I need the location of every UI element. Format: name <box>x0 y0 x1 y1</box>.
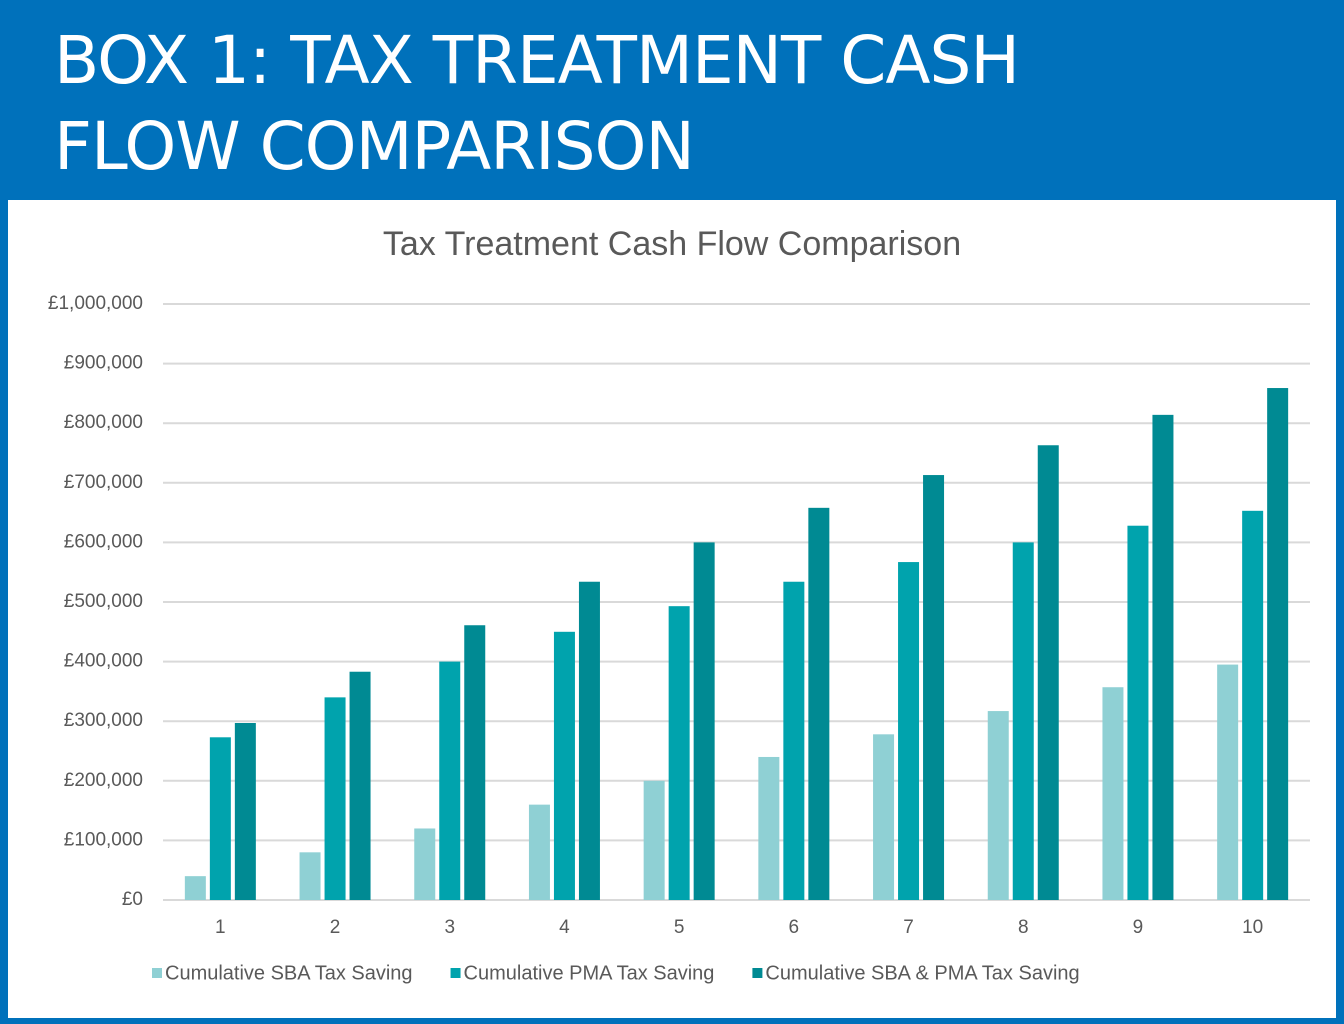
bar <box>1012 542 1034 900</box>
legend-swatch <box>752 968 763 978</box>
y-tick-label: £600,000 <box>64 531 143 552</box>
y-tick-label: £0 <box>122 889 143 910</box>
bar <box>578 581 600 900</box>
x-tick-label: 8 <box>1018 917 1029 938</box>
x-tick-label: 10 <box>1242 917 1263 938</box>
bar <box>873 734 895 900</box>
bar <box>808 507 830 900</box>
legend-label: Cumulative SBA Tax Saving <box>165 962 413 984</box>
bar <box>1152 414 1174 900</box>
y-tick-label: £1,000,000 <box>48 293 143 314</box>
bar <box>693 542 715 900</box>
x-tick-label: 6 <box>789 917 800 938</box>
bar <box>1217 664 1239 900</box>
bar <box>184 876 206 900</box>
bar <box>668 606 690 900</box>
x-tick-label: 2 <box>330 917 341 938</box>
bar <box>234 722 256 900</box>
y-tick-label: £300,000 <box>64 710 143 731</box>
bar <box>553 631 575 900</box>
x-tick-label: 5 <box>674 917 685 938</box>
bar <box>1037 445 1059 900</box>
bar <box>439 661 461 900</box>
x-tick-label: 1 <box>215 917 226 938</box>
y-tick-label: £500,000 <box>64 591 143 612</box>
y-tick-label: £400,000 <box>64 651 143 672</box>
bar <box>758 756 780 900</box>
box-title: BOX 1: TAX TREATMENT CASH FLOW COMPARISO… <box>54 22 1020 185</box>
bar <box>1242 510 1264 900</box>
bar <box>414 828 436 900</box>
y-tick-label: £200,000 <box>64 770 143 791</box>
legend-label: Cumulative SBA & PMA Tax Saving <box>765 962 1079 984</box>
bar <box>1127 525 1149 900</box>
bar <box>643 780 665 900</box>
bar <box>299 852 321 900</box>
bar <box>209 737 231 900</box>
bar <box>324 697 346 900</box>
bar <box>1267 388 1289 900</box>
x-tick-label: 3 <box>444 917 455 938</box>
x-tick-label: 9 <box>1133 917 1144 938</box>
chart-title: Tax Treatment Cash Flow Comparison <box>383 225 961 263</box>
y-tick-label: £900,000 <box>64 353 143 374</box>
legend-swatch <box>450 968 461 978</box>
bar <box>464 625 486 900</box>
y-tick-label: £100,000 <box>64 829 143 850</box>
bar <box>349 671 371 900</box>
x-tick-label: 7 <box>903 917 914 938</box>
bar <box>923 475 945 900</box>
bar <box>783 581 805 900</box>
x-tick-label: 4 <box>559 917 570 938</box>
y-tick-label: £800,000 <box>64 412 143 433</box>
bar <box>528 804 550 900</box>
bar <box>898 562 920 900</box>
bar <box>987 711 1009 900</box>
y-tick-label: £700,000 <box>64 472 143 493</box>
legend-swatch <box>152 968 162 978</box>
legend-label: Cumulative PMA Tax Saving <box>464 962 715 984</box>
bar <box>1102 687 1124 900</box>
